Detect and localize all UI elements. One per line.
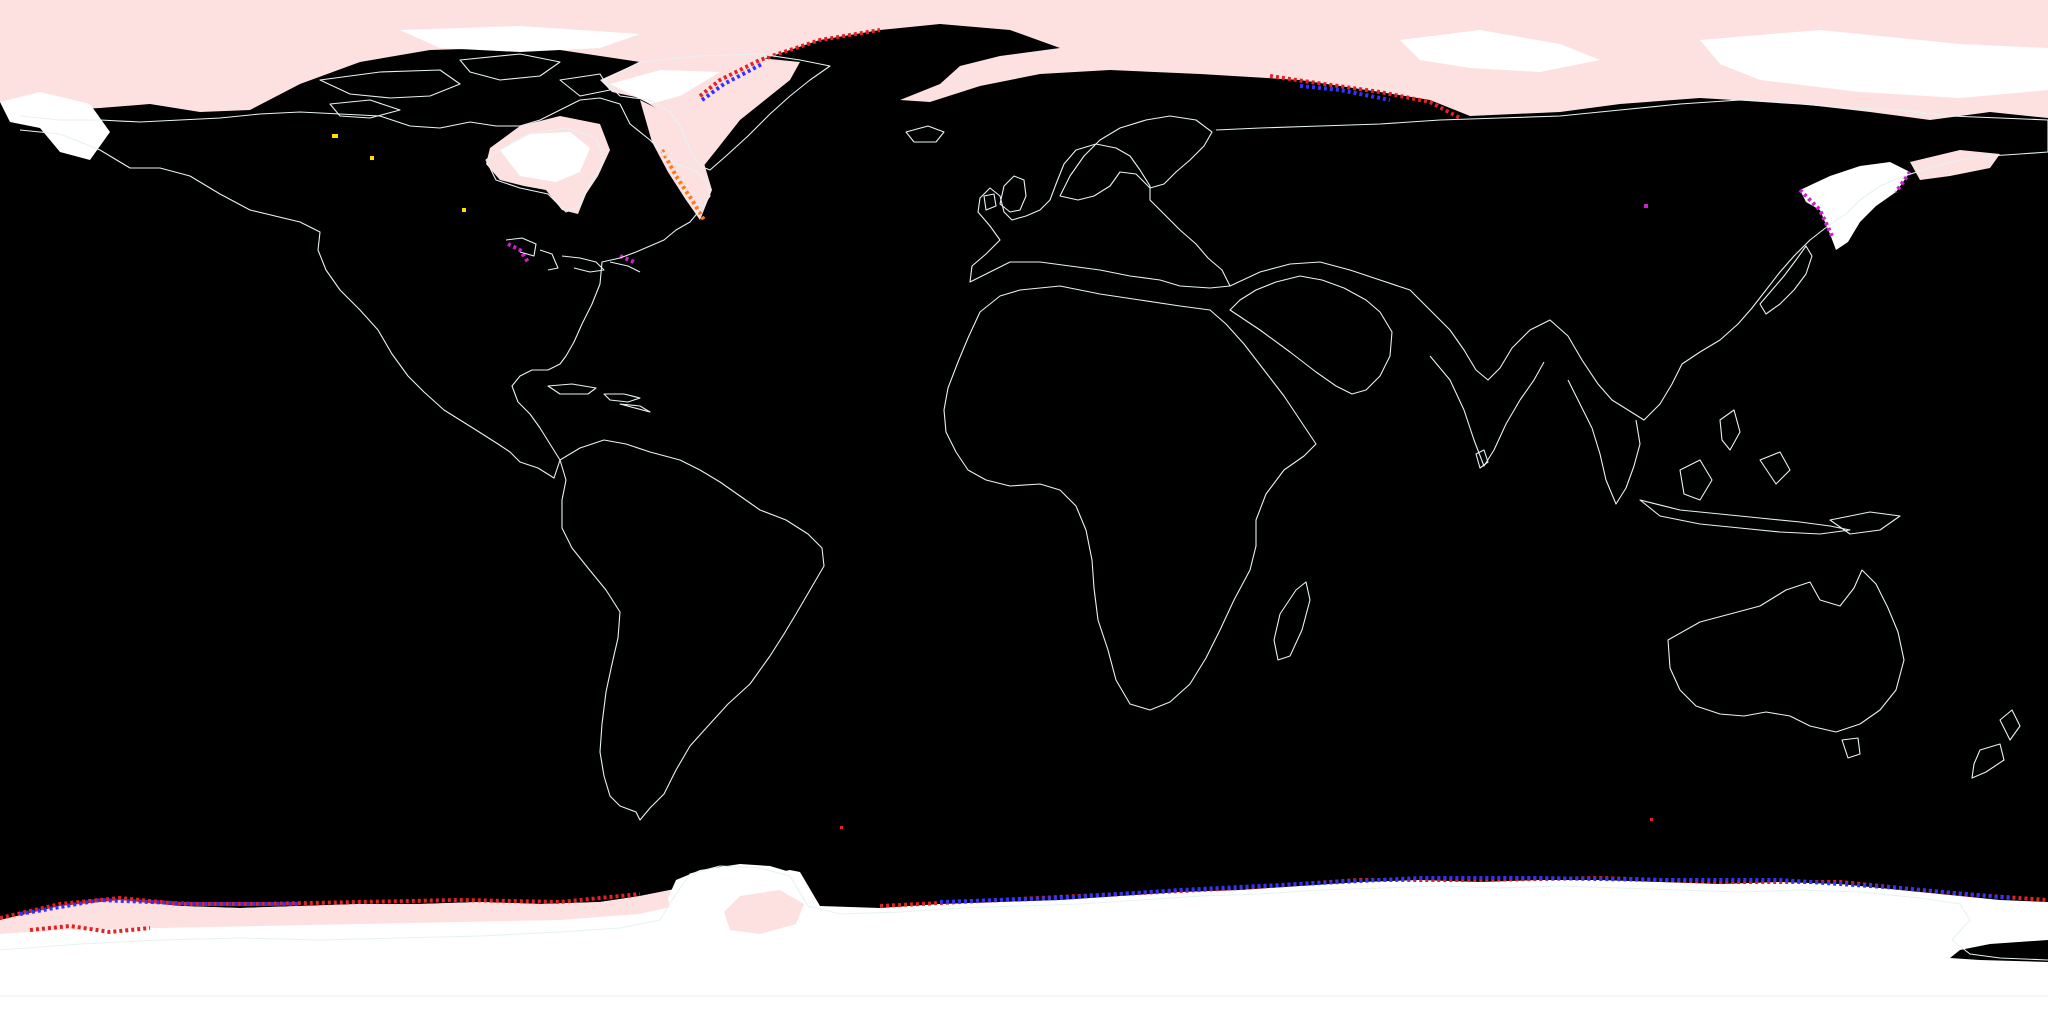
coastline-hudson-bay — [485, 127, 605, 213]
coastline-antarctica — [0, 865, 2048, 961]
coastline-tasmania — [1841, 737, 1861, 759]
speckle-magenta-1 — [1644, 204, 1648, 208]
coastline-southeast-asia — [1567, 379, 1641, 505]
coastline-new-zealand — [1971, 709, 2021, 779]
coastline-japan — [1759, 245, 1813, 315]
weddell-pink — [724, 890, 804, 934]
labrador-ice — [640, 100, 712, 220]
coastline-caribbean — [547, 383, 651, 413]
coastline-sri-lanka — [1475, 449, 1489, 469]
antarctic-west-red-patch — [29, 923, 151, 935]
coastline-europe — [969, 143, 1231, 289]
ice-edge-fringe — [0, 28, 2048, 935]
sea-of-okhotsk-ice — [1800, 162, 1910, 250]
labrador-edge-fringe — [660, 149, 706, 222]
coastline-madagascar — [1273, 581, 1311, 661]
speckle-yellow-3 — [462, 208, 466, 212]
arctic-edge-fringe-blue — [700, 62, 1391, 102]
antarctic-pink-shelf — [0, 882, 700, 934]
coastline-india — [1429, 355, 1545, 467]
greenland-white — [610, 70, 720, 104]
arctic-white-patch-3 — [1700, 30, 2048, 98]
coastline-indonesia — [1639, 409, 1901, 535]
hudson-bay-white — [500, 132, 590, 182]
speckle-markers — [332, 134, 1653, 829]
coastline-arctic-islands — [319, 53, 611, 119]
coastline-scandinavia — [1059, 115, 1213, 201]
coastline-africa — [943, 285, 1317, 711]
coastline-australia — [1667, 569, 1905, 733]
coastline-north-america — [19, 97, 711, 479]
arctic-edge-fringe-red — [698, 28, 1461, 120]
coastline-greenland — [603, 53, 831, 171]
speckle-yellow-1 — [332, 134, 338, 138]
coastline-great-lakes — [505, 237, 641, 273]
coastline-arabia — [1229, 275, 1393, 395]
arctic-white-patch-2 — [1400, 30, 1600, 72]
coastlines — [0, 53, 2048, 997]
coastline-south-america — [559, 439, 825, 821]
speckle-yellow-2 — [370, 156, 374, 160]
speckle-red-1 — [1650, 818, 1653, 821]
coastline-british-isles — [983, 175, 1027, 213]
coastline-iceland — [905, 125, 945, 143]
coastline-asia — [1215, 99, 2048, 421]
speckle-red-2 — [840, 826, 843, 829]
antarctic-edge-fringe-blue — [19, 876, 2011, 916]
arctic-white-patch-4 — [400, 26, 640, 52]
okhotsk-edge-fringe — [1798, 170, 1912, 237]
